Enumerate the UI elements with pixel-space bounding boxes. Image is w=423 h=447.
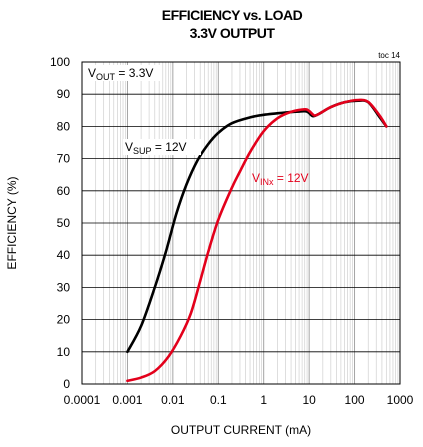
grid <box>81 62 400 384</box>
series-line-vinx <box>126 98 388 383</box>
x-tick-label: 0.1 <box>210 393 227 407</box>
annotations: VOUT = 3.3V VSUP = 12V VINx = 12V <box>86 65 309 187</box>
x-axis-label: OUTPUT CURRENT (mA) <box>171 423 311 437</box>
y-tick-label: 10 <box>57 345 71 359</box>
y-tick-label: 30 <box>57 280 71 294</box>
y-tick-label: 50 <box>57 216 71 230</box>
y-axis-label: EFFICIENCY (%) <box>5 176 19 269</box>
x-tick-label: 0.01 <box>161 393 185 407</box>
series-group <box>126 98 388 383</box>
y-tick-label: 70 <box>57 152 71 166</box>
x-tick-label: 0.001 <box>112 393 142 407</box>
y-tick-label: 60 <box>57 184 71 198</box>
x-tick-label: 1 <box>260 393 267 407</box>
chart-note: toc 14 <box>378 51 400 60</box>
y-tick-label: 0 <box>63 377 70 391</box>
annotation-vinx: VINx = 12V <box>252 171 309 187</box>
y-tick-label: 20 <box>57 313 71 327</box>
y-tick-label: 40 <box>57 248 71 262</box>
annotation-vout: VOUT = 3.3V <box>88 66 153 82</box>
y-tick-labels: 0 10 20 30 40 50 60 70 80 90 100 <box>50 55 70 391</box>
annotation-background <box>86 65 162 81</box>
annotation-vsup: VSUP = 12V <box>125 140 187 156</box>
chart-subtitle: 3.3V OUTPUT <box>190 25 276 41</box>
plot-frame <box>81 61 401 385</box>
x-tick-label: 100 <box>345 393 365 407</box>
y-tick-label: 90 <box>57 87 71 101</box>
x-tick-label: 0.0001 <box>64 393 101 407</box>
annotation-background <box>123 139 201 155</box>
y-tick-label: 100 <box>50 55 70 69</box>
chart-title: EFFICIENCY vs. LOAD <box>162 7 303 23</box>
x-tick-label: 10 <box>302 393 316 407</box>
x-tick-label: 1000 <box>387 393 414 407</box>
x-tick-labels: 0.0001 0.001 0.01 0.1 1 10 100 1000 <box>64 393 414 407</box>
y-tick-label: 80 <box>57 119 71 133</box>
